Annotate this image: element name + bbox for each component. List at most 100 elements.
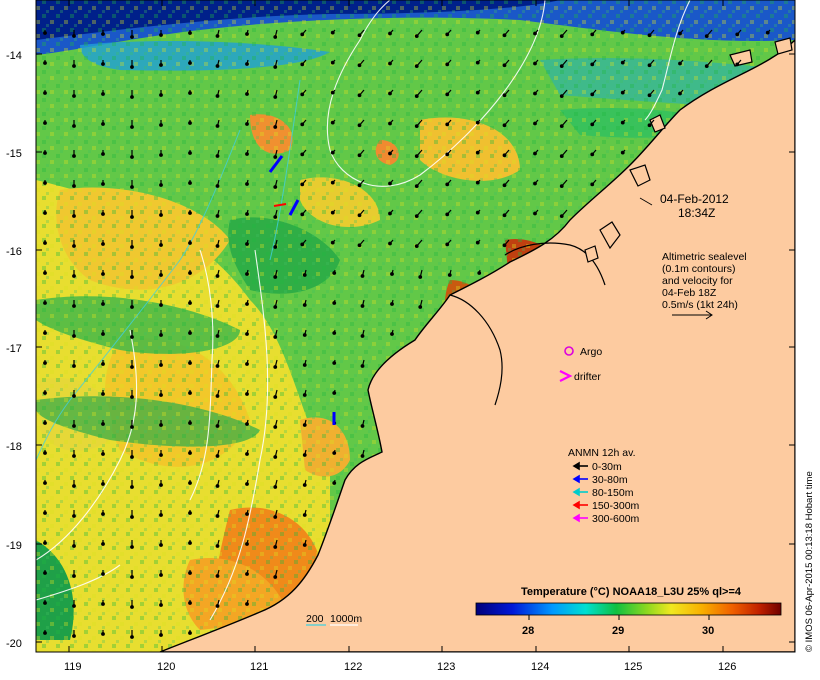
velocity-arrow-head	[300, 62, 305, 67]
velocity-arrow-head	[72, 124, 76, 128]
velocity-arrow-head	[101, 272, 105, 276]
velocity-arrow-head	[245, 212, 249, 216]
velocity-arrow-head	[43, 481, 47, 485]
velocity-arrow-head	[300, 242, 305, 247]
velocity-arrow-head	[735, 32, 740, 37]
velocity-arrow-head	[159, 243, 163, 247]
velocity-arrow-head	[159, 483, 163, 487]
velocity-arrow-head	[72, 424, 76, 428]
velocity-arrow-head	[273, 305, 278, 309]
velocity-arrow-head	[159, 603, 163, 607]
velocity-arrow-head	[130, 245, 134, 249]
platform-legend: Argo drifter	[559, 346, 602, 383]
bathy-label-200: 200	[306, 613, 324, 625]
velocity-arrow-head	[559, 34, 564, 39]
velocity-arrow-head	[101, 62, 105, 66]
velocity-arrow-head	[590, 122, 595, 127]
velocity-arrow-head	[159, 213, 163, 217]
velocity-arrow-head	[245, 362, 249, 366]
velocity-arrow-head	[332, 301, 337, 305]
velocity-arrow-head	[188, 511, 192, 515]
velocity-arrow-head	[445, 92, 450, 97]
velocity-arrow-head	[360, 424, 365, 428]
velocity-arrow-head	[130, 365, 134, 369]
velocity-arrow-head	[388, 151, 392, 156]
velocity-arrow-head	[559, 64, 564, 69]
velocity-arrow-head	[72, 574, 76, 578]
velocity-arrow-head	[414, 154, 419, 159]
anmn-item: 80-150m	[572, 487, 634, 499]
velocity-arrow-head	[273, 125, 278, 129]
velocity-arrow-head	[188, 331, 192, 335]
anmn-item: 0-30m	[572, 461, 622, 473]
velocity-arrow-head	[300, 122, 305, 127]
latitude-labels: -14 -15 -16 -17 -18 -19 -20	[6, 50, 22, 650]
velocity-arrow-head	[559, 184, 564, 189]
velocity-arrow-head	[245, 122, 249, 126]
velocity-arrow-head	[188, 61, 192, 65]
velocity-arrow-head	[159, 513, 163, 517]
velocity-arrow-head	[72, 94, 76, 98]
altimetry-line: (0.1m contours)	[662, 263, 736, 275]
velocity-arrow-head	[273, 365, 278, 369]
velocity-arrow-head	[332, 481, 337, 485]
velocity-arrow-head	[43, 361, 47, 365]
velocity-arrow-head	[188, 571, 192, 575]
velocity-arrow-head	[300, 182, 305, 187]
velocity-arrow-head	[130, 455, 134, 459]
velocity-arrow-head	[188, 631, 192, 635]
velocity-arrow-head	[414, 64, 419, 69]
velocity-arrow-head	[215, 184, 220, 188]
velocity-arrow-head	[559, 124, 564, 129]
colorbar-gradient	[475, 602, 782, 616]
velocity-arrow-head	[101, 182, 105, 186]
velocity-arrow-head	[72, 484, 76, 488]
velocity-arrow-head	[445, 212, 450, 217]
velocity-arrow-head	[130, 485, 134, 489]
velocity-arrow-head	[475, 150, 480, 155]
velocity-arrow-head	[188, 601, 192, 605]
velocity-arrow-head	[188, 361, 192, 365]
velocity-arrow-head	[130, 305, 134, 309]
velocity-arrow-head	[245, 152, 249, 156]
velocity-arrow-head	[300, 212, 305, 217]
velocity-arrow-head	[215, 364, 220, 368]
velocity-arrow-head	[159, 333, 163, 337]
velocity-arrow-head	[620, 30, 625, 35]
velocity-arrow-head	[332, 331, 337, 335]
lon-label: 121	[250, 661, 268, 673]
colorbar-tick-label: 28	[522, 625, 534, 637]
velocity-arrow-head	[72, 304, 76, 308]
velocity-arrow-head	[302, 393, 307, 397]
land-mass	[159, 39, 795, 652]
velocity-arrow-head	[43, 601, 47, 605]
velocity-arrow-head	[647, 123, 652, 128]
altimetry-line: 04-Feb 18Z	[662, 287, 717, 299]
velocity-arrow-head	[559, 94, 564, 99]
velocity-arrow-head	[43, 151, 47, 155]
velocity-arrow-head	[101, 602, 105, 606]
arrow-left-icon	[572, 474, 588, 484]
velocity-arrow-head	[215, 544, 220, 548]
velocity-arrow-head	[418, 305, 423, 309]
velocity-arrow-head	[72, 214, 76, 218]
velocity-arrow-head	[159, 573, 163, 577]
velocity-arrow-head	[502, 63, 507, 68]
tick-marks	[36, 0, 795, 652]
arrow-left-icon	[572, 513, 588, 523]
velocity-arrow-head	[647, 33, 652, 38]
velocity-arrow-head	[475, 120, 480, 125]
velocity-arrow-head	[302, 423, 307, 427]
velocity-arrow-head	[101, 452, 105, 456]
lon-label: 120	[157, 661, 175, 673]
velocity-arrow-head	[388, 211, 392, 216]
velocity-arrow-head	[245, 542, 249, 546]
velocity-arrow-head	[273, 395, 278, 399]
velocity-arrow-head	[43, 631, 47, 635]
velocity-arrow-head	[245, 92, 249, 96]
velocity-arrow-head	[101, 122, 105, 126]
velocity-arrow-head	[101, 152, 105, 156]
datetime-annotation: 04-Feb-2012 18:34Z	[639, 192, 729, 220]
velocity-arrow-head	[559, 154, 564, 159]
